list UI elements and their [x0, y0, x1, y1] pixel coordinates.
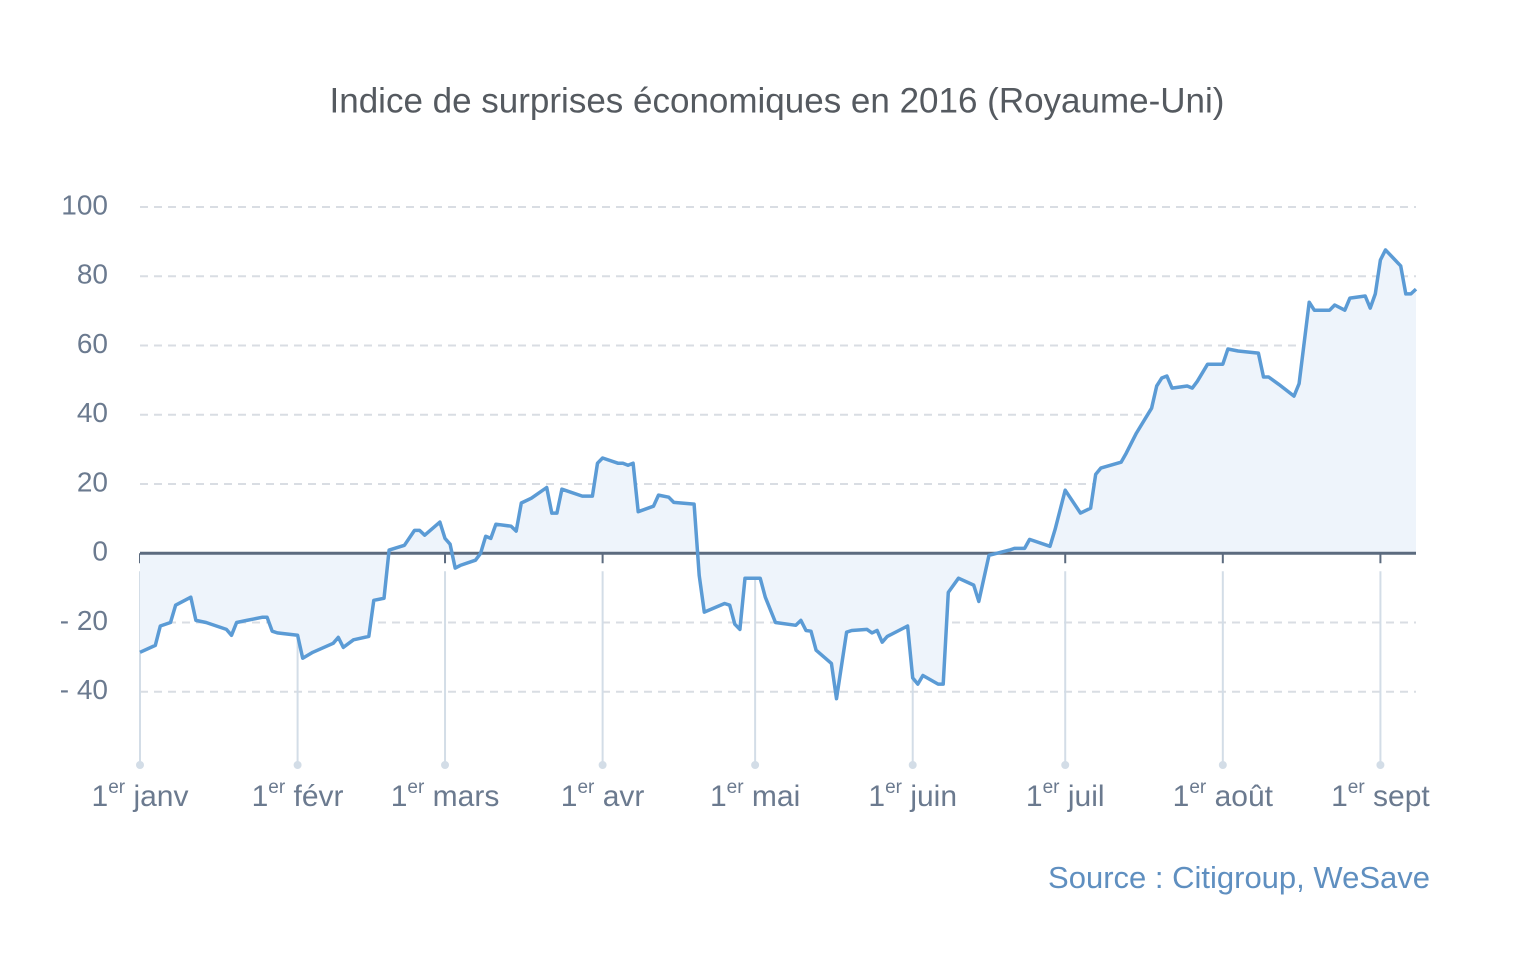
x-tick-label: 1er mars: [391, 777, 500, 813]
tick-num: 1: [92, 780, 109, 813]
x-tick-dot: [908, 761, 917, 769]
x-tick-dot: [136, 761, 144, 769]
x-tick-dot: [751, 761, 760, 769]
tick-sup: er: [407, 777, 425, 798]
x-tick-label: 1er juil: [1026, 777, 1105, 813]
tick-num: 1: [868, 780, 885, 813]
x-tick-dot: [293, 761, 302, 769]
tick-month: avr: [594, 780, 644, 813]
tick-month: juin: [902, 780, 957, 813]
tick-sup: er: [885, 777, 903, 798]
x-tick-label: 1er janv: [92, 777, 189, 813]
tick-month: mai: [744, 780, 801, 813]
tick-month: févr: [285, 780, 343, 813]
tick-sup: er: [1189, 777, 1207, 798]
tick-num: 1: [710, 780, 727, 813]
tick-month: sept: [1365, 780, 1431, 813]
y-tick-label: 0: [92, 536, 108, 567]
tick-num: 1: [1331, 780, 1348, 813]
y-tick-label: 100: [61, 189, 108, 220]
tick-sup: er: [108, 777, 126, 798]
y-tick-label: - 20: [60, 605, 108, 636]
x-tick-dot: [598, 761, 607, 769]
tick-sup: er: [577, 777, 595, 798]
y-tick-label: 40: [77, 397, 108, 428]
tick-month: juil: [1060, 780, 1105, 813]
tick-sup: er: [1043, 777, 1061, 798]
tick-num: 1: [391, 780, 408, 813]
tick-sup: er: [268, 777, 286, 798]
area: [140, 249, 1416, 699]
tick-month: janv: [125, 780, 188, 813]
y-tick-label: 80: [77, 259, 108, 290]
tick-month: mars: [424, 780, 499, 813]
x-tick-label: 1er sept: [1331, 777, 1430, 813]
x-tick-label: 1er févr: [252, 777, 344, 813]
tick-month: août: [1206, 780, 1273, 813]
line: [139, 248, 1418, 701]
tick-num: 1: [561, 780, 578, 813]
x-tick-label: 1er avr: [561, 777, 645, 813]
x-tick-dot: [441, 761, 450, 769]
source: Source : Citigroup, WeSave: [1048, 860, 1430, 895]
y-tick-label: 60: [77, 328, 108, 359]
y-tick-label: 20: [77, 466, 108, 497]
chart-title: Indice de surprises économiques en 2016 …: [330, 81, 1225, 120]
tick-sup: er: [727, 777, 745, 798]
y-tick-label: - 40: [60, 674, 108, 705]
tick-num: 1: [1026, 780, 1043, 813]
x-tick-dot: [1376, 761, 1385, 769]
x-tick-dot: [1061, 761, 1070, 769]
x-tick-label: 1er juin: [868, 777, 957, 813]
tick-num: 1: [252, 780, 269, 813]
x-tick-label: 1er mai: [710, 777, 800, 813]
x-tick-dot: [1218, 761, 1227, 769]
x-tick-label: 1er août: [1173, 777, 1274, 813]
tick-num: 1: [1173, 780, 1190, 813]
tick-sup: er: [1348, 777, 1366, 798]
